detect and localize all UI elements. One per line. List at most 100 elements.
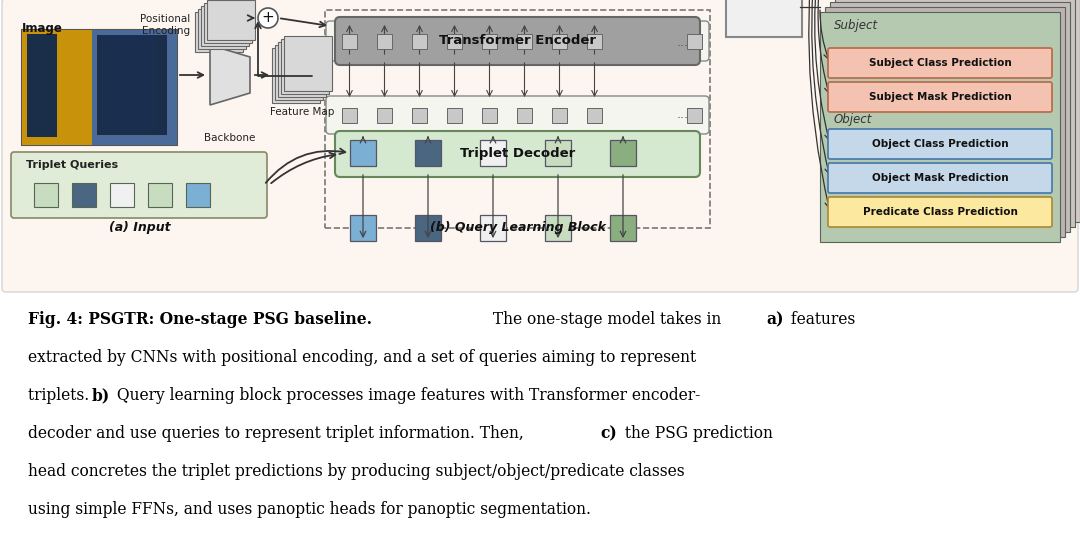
Bar [415,140,441,166]
FancyBboxPatch shape [828,197,1052,227]
Bar [72,183,96,207]
Text: Backbone: Backbone [204,133,256,143]
Bar [377,34,392,49]
Bar [545,215,571,241]
Bar [92,30,177,145]
Text: Query learning block processes image features with Transformer encoder-: Query learning block processes image fea… [112,387,700,404]
Text: Subject Mask Prediction: Subject Mask Prediction [868,92,1011,102]
FancyBboxPatch shape [831,2,1070,232]
FancyBboxPatch shape [335,17,700,65]
Text: Object Class Prediction: Object Class Prediction [872,139,1009,149]
Bar [195,12,243,52]
Text: ...: ... [677,109,689,121]
Bar [447,34,462,49]
Bar [275,45,323,100]
Text: Triplet Queries: Triplet Queries [26,160,118,170]
Bar [186,183,210,207]
Text: Image: Image [22,22,63,35]
FancyBboxPatch shape [840,0,1080,222]
Text: Predicate Class Prediction: Predicate Class Prediction [863,207,1017,217]
FancyBboxPatch shape [828,82,1052,112]
FancyBboxPatch shape [820,12,1059,242]
Text: +: + [261,10,274,25]
Bar [284,36,332,91]
Text: (c) PSG Prediction Block: (c) PSG Prediction Block [855,221,1025,234]
Text: Fig. 4: PSGTR: One-stage PSG baseline.: Fig. 4: PSGTR: One-stage PSG baseline. [28,311,372,328]
FancyBboxPatch shape [828,129,1052,159]
Bar [97,35,167,135]
Text: c): c) [600,425,617,442]
Text: a): a) [766,311,783,328]
FancyBboxPatch shape [726,0,802,37]
Bar [517,34,532,49]
Bar [377,108,392,123]
FancyBboxPatch shape [335,131,700,177]
Bar [350,140,376,166]
Bar [411,34,427,49]
Bar [447,108,462,123]
Bar [517,108,532,123]
Bar [610,215,636,241]
Bar [411,108,427,123]
Bar [110,183,134,207]
Bar [27,34,57,137]
Bar [480,140,507,166]
Text: Subject: Subject [834,20,878,32]
Bar [610,140,636,166]
Text: b): b) [92,387,110,404]
Bar [482,108,497,123]
Bar [687,34,702,49]
Text: Positional
Encoding: Positional Encoding [139,14,190,36]
Text: triplets.: triplets. [28,387,94,404]
Text: ...: ... [677,36,689,48]
Bar [415,215,441,241]
Bar [687,108,702,123]
FancyBboxPatch shape [828,48,1052,78]
Text: the PSG prediction: the PSG prediction [620,425,773,442]
Bar [588,34,602,49]
Bar [272,48,320,103]
Text: Object Mask Prediction: Object Mask Prediction [872,173,1009,183]
Bar [201,6,249,46]
Bar [22,30,92,145]
FancyBboxPatch shape [2,0,1078,292]
Text: head concretes the triplet predictions by producing subject/object/predicate cla: head concretes the triplet predictions b… [28,463,685,480]
FancyBboxPatch shape [11,152,267,218]
Bar [342,108,357,123]
Text: Transformer Encoder: Transformer Encoder [438,35,596,48]
Bar [33,183,58,207]
Bar [204,3,252,43]
Bar [342,34,357,49]
Bar [148,183,172,207]
FancyBboxPatch shape [828,163,1052,193]
Text: (a) Input: (a) Input [109,221,171,234]
Polygon shape [210,45,249,105]
Text: decoder and use queries to represent triplet information. Then,: decoder and use queries to represent tri… [28,425,528,442]
Text: extracted by CNNs with positional encoding, and a set of queries aiming to repre: extracted by CNNs with positional encodi… [28,349,697,366]
Text: Feature Map: Feature Map [270,107,334,117]
Bar [198,9,246,49]
FancyBboxPatch shape [326,96,708,134]
Text: Object: Object [834,113,873,126]
Bar [102,35,157,130]
Bar [480,215,507,241]
Bar [482,34,497,49]
Bar [22,30,177,145]
FancyBboxPatch shape [326,21,708,61]
Bar [350,215,376,241]
Bar [588,108,602,123]
Text: features: features [786,311,855,328]
Bar [207,0,255,40]
Text: (b) Query Learning Block: (b) Query Learning Block [430,221,606,234]
Text: Subject Class Prediction: Subject Class Prediction [868,58,1011,68]
Bar [552,34,567,49]
Bar [552,108,567,123]
FancyBboxPatch shape [825,7,1065,237]
Circle shape [258,8,278,28]
Bar [278,42,326,97]
Bar [281,39,329,94]
Bar [545,140,571,166]
Text: Triplet Decoder: Triplet Decoder [460,148,576,160]
Text: using simple FFNs, and uses panoptic heads for panoptic segmentation.: using simple FFNs, and uses panoptic hea… [28,501,591,518]
FancyBboxPatch shape [835,0,1075,227]
